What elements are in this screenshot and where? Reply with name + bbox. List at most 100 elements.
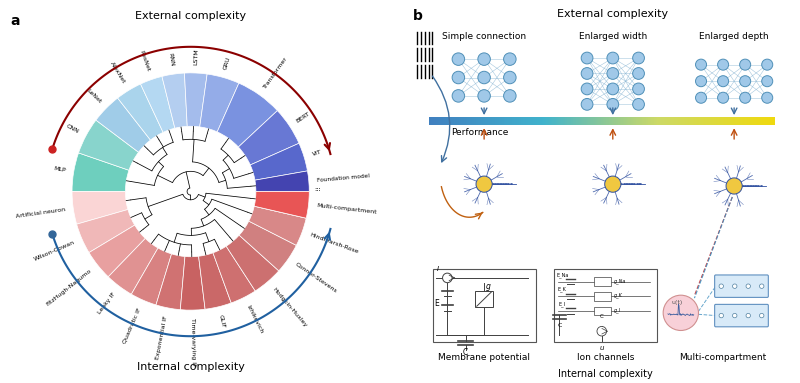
Bar [693,117,694,125]
Bar [429,117,430,125]
Bar [434,117,436,125]
Text: Izhikevich: Izhikevich [245,304,263,334]
Bar [536,117,538,125]
Bar [711,117,712,125]
Circle shape [718,76,729,87]
Wedge shape [118,84,163,140]
Circle shape [663,295,698,331]
Bar [662,117,663,125]
Bar [679,117,680,125]
Bar [497,117,498,125]
Bar [478,117,480,125]
Bar [598,117,599,125]
Bar [643,117,644,125]
Bar [527,117,528,125]
Text: Artificial neuron: Artificial neuron [15,207,66,219]
Bar [476,117,478,125]
Bar [743,117,745,125]
Bar [483,117,484,125]
Text: Transformer: Transformer [262,56,288,90]
Text: RNN: RNN [167,52,174,66]
Bar [580,117,581,125]
Bar [518,117,519,125]
Circle shape [762,59,773,70]
Bar [704,117,706,125]
Wedge shape [254,192,310,218]
Bar [512,117,513,125]
Text: ViT: ViT [311,149,322,157]
Text: b: b [413,10,422,23]
Circle shape [607,52,618,64]
Text: GRU: GRU [223,56,232,70]
Bar [602,117,603,125]
Bar [544,117,546,125]
Bar [748,117,750,125]
Bar [648,117,649,125]
Text: g: g [486,282,490,291]
Bar [594,117,595,125]
Bar [634,117,635,125]
Text: ...: ... [314,184,321,190]
Bar [549,117,550,125]
Circle shape [607,98,618,110]
Bar [754,117,755,125]
Wedge shape [250,143,307,180]
Text: C: C [600,314,604,319]
Bar [491,117,492,125]
Bar [741,117,742,125]
Text: Ion channels: Ion channels [577,352,634,362]
Bar [694,117,695,125]
Bar [458,117,459,125]
Wedge shape [156,254,185,309]
Circle shape [452,53,465,65]
Text: BERT: BERT [295,111,311,124]
Bar [534,117,535,125]
Text: External complexity: External complexity [135,11,246,21]
Bar [671,117,672,125]
Text: g_K: g_K [614,293,622,298]
Bar [550,117,551,125]
Bar [519,117,520,125]
Text: E_K: E_K [558,287,567,293]
Bar [762,117,763,125]
Bar [696,117,698,125]
Bar [768,117,769,125]
Bar [653,117,654,125]
Circle shape [476,176,492,192]
Bar [523,117,525,125]
Bar [680,117,682,125]
Bar [582,117,583,125]
Bar [721,117,722,125]
Bar [763,117,764,125]
Bar [737,117,738,125]
Circle shape [740,76,750,87]
Circle shape [746,313,750,318]
Circle shape [733,284,737,288]
Bar [753,117,754,125]
Text: Hodgkin-Huxley: Hodgkin-Huxley [271,286,308,328]
Bar [470,117,471,125]
Bar [646,117,648,125]
Bar [574,117,575,125]
Bar [698,117,700,125]
Bar [446,117,447,125]
Circle shape [581,83,593,95]
Text: Multi-compartment: Multi-compartment [679,352,766,362]
Bar [494,117,496,125]
Bar [651,117,653,125]
Bar [604,117,606,125]
Text: Multi-compartment: Multi-compartment [317,203,378,215]
Bar [533,117,534,125]
Bar [769,117,770,125]
Bar [745,117,746,125]
Bar [642,117,643,125]
Bar [486,117,488,125]
Circle shape [633,83,645,95]
Text: C: C [558,323,562,328]
Bar [460,117,462,125]
Bar [678,117,679,125]
Bar [654,117,656,125]
Circle shape [759,313,764,318]
Bar [567,117,568,125]
Bar [468,117,470,125]
